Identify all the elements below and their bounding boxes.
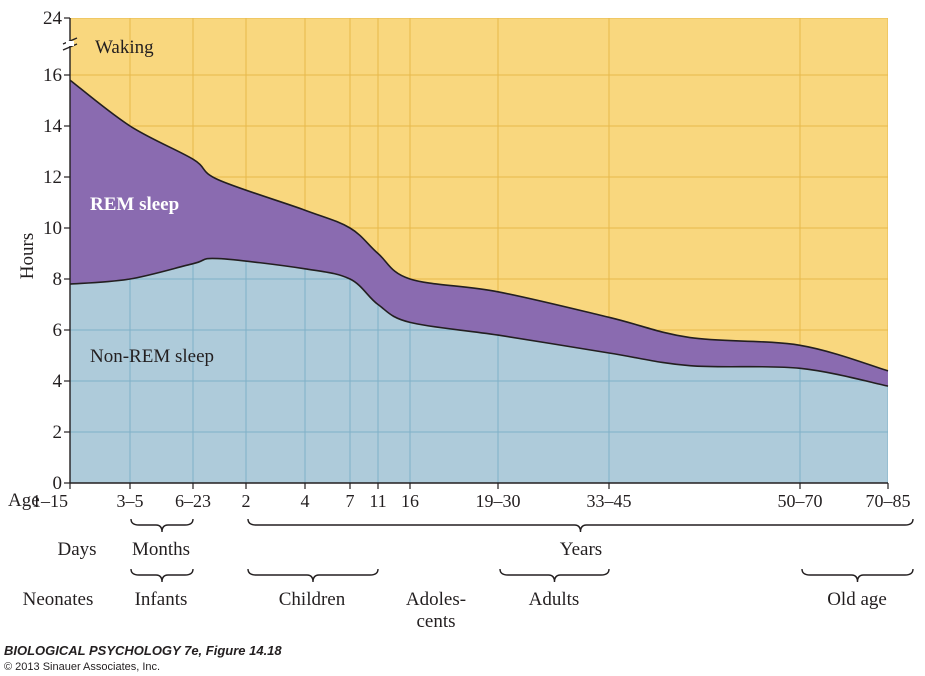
- group-label-years: Years: [560, 539, 602, 560]
- x-tick-label: 11: [369, 491, 386, 511]
- copyright-note: © 2013 Sinauer Associates, Inc.: [4, 661, 160, 673]
- group-label-4: Adoles-: [406, 589, 466, 610]
- age-groups: Days Months Years Neonates Infants Children Ad…: [23, 518, 914, 632]
- y-tick-label: 12: [43, 167, 62, 188]
- figure-caption: BIOLOGICAL PSYCHOLOGY 7e, Figure 14.18: [4, 643, 282, 658]
- y-axis-break-gap: [66, 41, 74, 46]
- group-label-2: Infants: [135, 589, 188, 610]
- series-line-total-sleep: [69, 79, 889, 372]
- y-tick-label: 6: [53, 320, 63, 341]
- group-label-4-line2: cents: [416, 611, 455, 632]
- x-tick-label: 7: [346, 491, 355, 511]
- bracket-months: [130, 518, 194, 533]
- y-axis-label: Hours: [17, 233, 38, 279]
- x-tick-label: 16: [401, 491, 419, 511]
- x-tick-label: 33–45: [587, 491, 632, 511]
- group-label-5: Adults: [529, 589, 580, 610]
- y-tick-label: 14: [43, 116, 63, 137]
- chart-areas: [70, 18, 888, 483]
- bracket-level2-5: [499, 568, 610, 583]
- y-tick-label: 8: [53, 269, 63, 290]
- x-tick-label: 2: [242, 491, 251, 511]
- bracket-level2-3: [247, 568, 379, 583]
- group-label-6: Old age: [827, 589, 887, 610]
- group-label-months: Months: [132, 539, 190, 560]
- region-label-waking: Waking: [95, 37, 154, 58]
- x-tick-label: 70–85: [866, 491, 911, 511]
- group-label-1: Neonates: [23, 589, 94, 610]
- x-tick-label: 3–5: [117, 491, 144, 511]
- nonrem-area: [70, 258, 888, 483]
- bracket-years: [247, 518, 914, 533]
- y-tick-label: 2: [53, 422, 63, 443]
- x-tick-label: 4: [301, 491, 310, 511]
- y-tick-label-break: 24: [43, 8, 63, 29]
- x-tick-label: 50–70: [778, 491, 823, 511]
- group-label-days: Days: [57, 539, 96, 560]
- region-label-rem: REM sleep: [90, 194, 179, 215]
- bracket-level2-2: [130, 568, 194, 583]
- x-prefix-label: Age: [8, 490, 40, 511]
- chart-boundary-lines: [69, 79, 889, 387]
- y-tick-label: 16: [43, 65, 62, 86]
- x-tick-label: 6–23: [175, 491, 211, 511]
- x-tick-label: 19–30: [476, 491, 521, 511]
- y-tick-label: 10: [43, 218, 62, 239]
- region-label-nonrem: Non-REM sleep: [90, 346, 214, 367]
- group-label-3: Children: [279, 589, 346, 610]
- x-tick-label: 1–15: [32, 491, 68, 511]
- series-line-nonrem: [69, 257, 889, 387]
- bracket-level2-6: [801, 568, 914, 583]
- y-tick-label: 4: [53, 371, 63, 392]
- y-tick-label: 0: [53, 473, 63, 494]
